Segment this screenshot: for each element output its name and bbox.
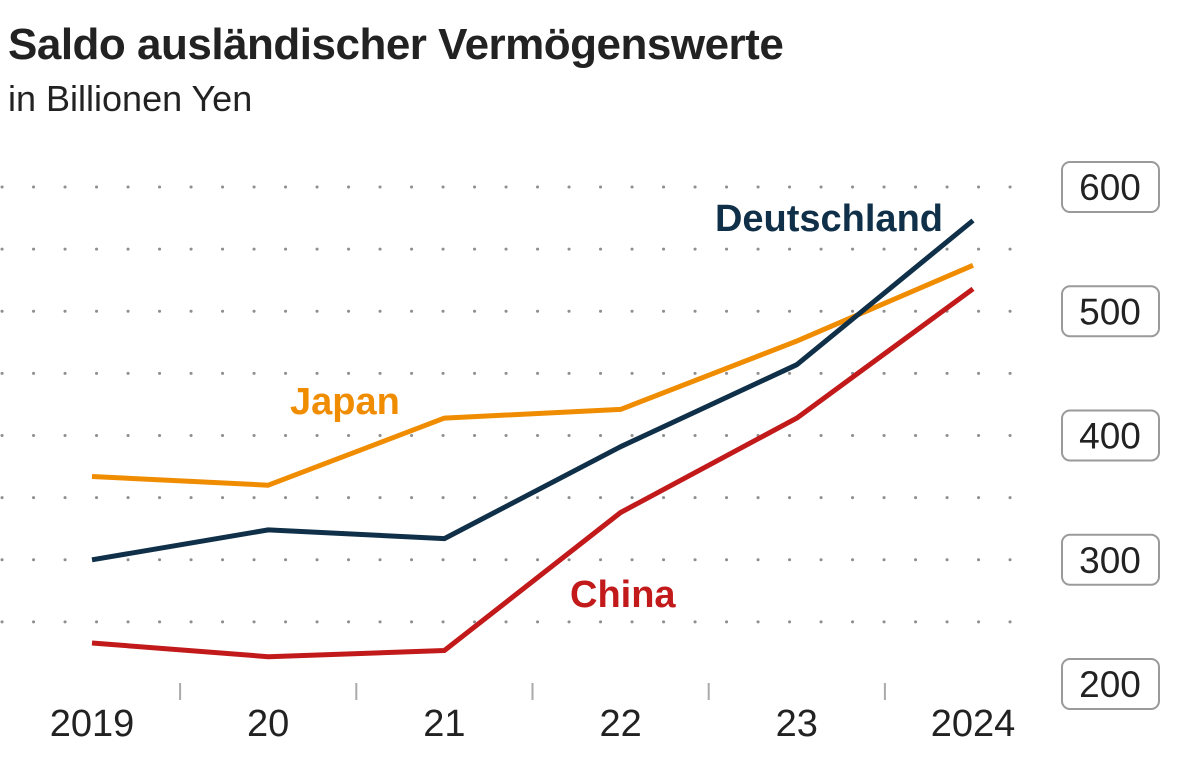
y-tick-label: 300 bbox=[1079, 540, 1141, 581]
y-tick: 200 bbox=[1061, 658, 1160, 710]
series-lines bbox=[91, 218, 975, 660]
y-tick-box bbox=[1061, 533, 1160, 586]
x-tick-label: 2019 bbox=[50, 703, 135, 745]
series-line-china bbox=[91, 286, 975, 660]
y-tick-label: 500 bbox=[1079, 291, 1141, 332]
x-tick-label: 2024 bbox=[931, 703, 1016, 745]
series-line-japan bbox=[91, 263, 974, 488]
chart-subtitle: in Billionen Yen bbox=[8, 78, 253, 119]
gridlines bbox=[0, 185, 1042, 624]
y-tick-label: 600 bbox=[1079, 167, 1141, 208]
y-tick: 500 bbox=[1061, 285, 1160, 338]
series-labels: Japan Deutschland China bbox=[290, 198, 943, 616]
series-label-china: China bbox=[570, 574, 676, 616]
y-axis: 200 300 400 500 600 bbox=[1061, 161, 1160, 710]
x-axis: 2019 20 21 22 23 2024 bbox=[50, 683, 1016, 745]
y-tick: 600 bbox=[1061, 161, 1160, 213]
y-tick-box bbox=[1061, 658, 1160, 710]
chart-title: Saldo ausländischer Vermögenswerte bbox=[8, 20, 784, 69]
y-tick-label: 200 bbox=[1079, 664, 1141, 705]
series-line-deutschland bbox=[91, 218, 975, 563]
series-label-japan: Japan bbox=[290, 381, 400, 423]
x-tick-label: 22 bbox=[599, 703, 641, 745]
series-label-deutschland: Deutschland bbox=[715, 198, 943, 240]
x-tick-label: 23 bbox=[776, 703, 818, 745]
y-tick: 400 bbox=[1061, 409, 1160, 462]
y-tick: 300 bbox=[1061, 533, 1160, 586]
y-tick-label: 400 bbox=[1079, 416, 1141, 457]
x-tick-label: 21 bbox=[423, 703, 465, 745]
x-tick-label: 20 bbox=[247, 703, 289, 745]
y-tick-box bbox=[1061, 161, 1160, 213]
y-tick-box bbox=[1061, 285, 1160, 338]
y-tick-box bbox=[1061, 409, 1160, 462]
